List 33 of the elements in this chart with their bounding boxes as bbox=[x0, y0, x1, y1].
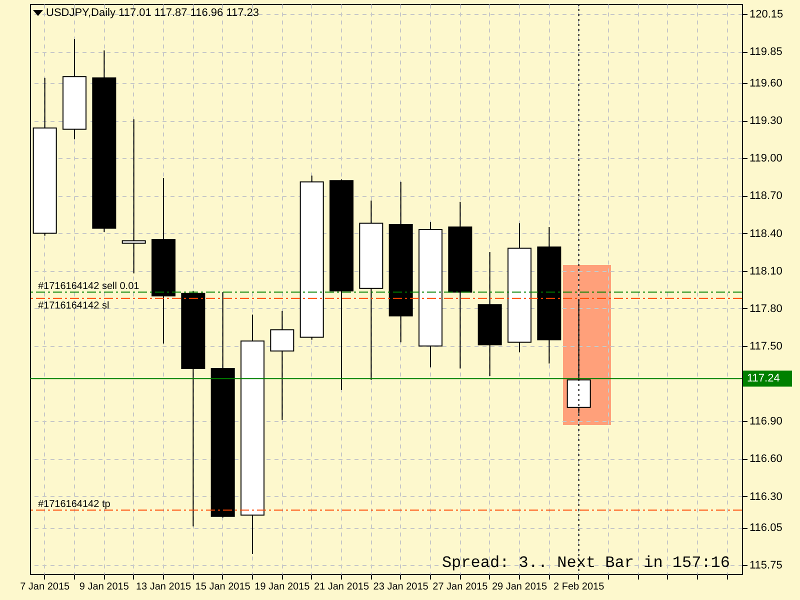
candlestick bbox=[270, 310, 294, 420]
y-tick-label: 117.80 bbox=[750, 302, 782, 315]
y-tick-label: 116.30 bbox=[750, 490, 782, 503]
x-tick-label: 21 Jan 2015 bbox=[314, 582, 370, 592]
y-tick-label: 118.70 bbox=[750, 190, 782, 202]
y-tick-label: 116.90 bbox=[750, 416, 782, 428]
y-tick-label: 116.05 bbox=[750, 522, 782, 534]
x-tick-label: 23 Jan 2015 bbox=[373, 582, 429, 592]
y-tick-label: 119.60 bbox=[750, 77, 782, 90]
ref-line-label: 117.24 bbox=[747, 372, 780, 385]
x-tick-label: 13 Jan 2015 bbox=[136, 582, 192, 592]
y-tick-label: 118.40 bbox=[750, 228, 782, 240]
y-tick-label: 120.15 bbox=[750, 8, 784, 21]
chart-title: USDJPY,Daily 117.01 117.87 116.96 117.23 bbox=[46, 7, 260, 19]
x-tick-label: 9 Jan 2015 bbox=[79, 582, 130, 592]
ref-line-label: #1716164142 tp bbox=[38, 499, 111, 510]
x-tick-label: 19 Jan 2015 bbox=[254, 582, 310, 592]
y-tick-label: 116.60 bbox=[750, 453, 782, 466]
x-tick-label: 29 Jan 2015 bbox=[492, 582, 548, 592]
x-tick-label: 27 Jan 2015 bbox=[432, 582, 488, 592]
y-tick-label: 119.30 bbox=[750, 115, 782, 128]
candlestick bbox=[122, 118, 146, 274]
ref-line-label: #1716164142 sl bbox=[38, 300, 110, 312]
annotation: Spread: 3.. Next Bar in 157:16 bbox=[442, 554, 730, 572]
x-tick-label: 2 Feb 2015 bbox=[554, 582, 605, 592]
x-tick-label: 7 Jan 2015 bbox=[20, 582, 70, 592]
y-tick-label: 115.75 bbox=[750, 560, 782, 572]
y-tick-label: 119.00 bbox=[750, 152, 782, 165]
x-tick-label: 15 Jan 2015 bbox=[195, 582, 251, 592]
y-tick-label: 118.10 bbox=[750, 265, 782, 278]
y-tick-label: 117.50 bbox=[750, 340, 782, 352]
ref-line-label: #1716164142 sell 0.01 bbox=[38, 281, 140, 292]
y-tick-label: 119.85 bbox=[750, 46, 782, 58]
